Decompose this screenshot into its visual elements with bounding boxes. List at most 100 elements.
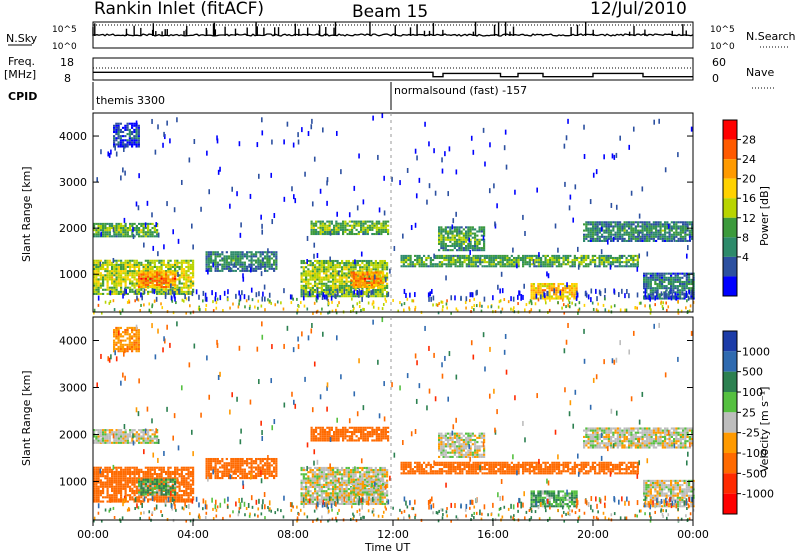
power-cell	[361, 295, 364, 298]
power-speckle	[367, 301, 370, 305]
power-cell	[305, 284, 308, 287]
power-cell	[589, 227, 592, 230]
power-cell	[246, 255, 249, 258]
power-cell	[650, 237, 653, 240]
power-speckle	[546, 271, 548, 277]
power-cell	[95, 233, 98, 236]
power-cell	[679, 285, 682, 288]
power-cell	[526, 261, 529, 264]
power-cell	[490, 254, 493, 257]
power-cell	[648, 227, 651, 230]
power-cell	[115, 229, 118, 232]
power-speckle	[624, 293, 626, 299]
power-cell	[375, 226, 378, 229]
power-speckle	[114, 145, 116, 151]
power-cell	[460, 249, 463, 252]
power-cell	[661, 297, 664, 300]
velocity-cell	[97, 496, 100, 499]
power-cell	[171, 279, 174, 282]
power-speckle	[680, 309, 683, 313]
velocity-cell	[108, 429, 111, 432]
power-cell	[366, 220, 369, 223]
power-cell	[95, 292, 98, 295]
power-cell	[102, 235, 105, 238]
power-cell	[603, 231, 606, 234]
power-cell	[594, 261, 597, 264]
power-cell	[93, 284, 96, 287]
power-cell	[178, 286, 181, 289]
power-cell	[681, 282, 684, 286]
power-cell	[458, 236, 461, 239]
power-speckle	[596, 296, 598, 302]
power-speckle	[212, 300, 214, 304]
velocity-cell	[106, 429, 109, 432]
power-cell	[237, 267, 240, 270]
power-cell	[147, 292, 150, 295]
power-cell	[386, 266, 389, 269]
power-cell	[378, 220, 381, 223]
power-cell	[654, 272, 657, 275]
nsky-top-tick: 10^5	[52, 25, 77, 35]
power-cell	[316, 284, 319, 287]
power-cell	[488, 254, 491, 257]
power-cell	[102, 282, 105, 285]
power-cell	[531, 259, 534, 262]
power-cell	[592, 239, 595, 242]
power-cell	[187, 278, 190, 281]
power-speckle	[503, 145, 506, 151]
power-cell	[476, 234, 479, 237]
power-speckle	[517, 294, 519, 300]
power-cell	[185, 280, 188, 283]
power-cell	[488, 256, 491, 260]
power-cell	[334, 284, 337, 287]
power-speckle	[559, 290, 562, 296]
velocity-cell	[124, 485, 127, 488]
power-cell	[160, 263, 163, 266]
power-cell	[585, 256, 588, 260]
power-cell	[483, 256, 486, 260]
power-cell	[377, 288, 380, 292]
power-cell	[102, 227, 105, 230]
power-cell	[192, 272, 195, 275]
power-cell	[666, 231, 669, 234]
power-cell	[585, 265, 588, 268]
power-cell	[120, 261, 123, 264]
power-speckle	[163, 244, 165, 250]
power-cell	[95, 235, 98, 238]
power-cell	[679, 235, 682, 238]
power-cell	[537, 291, 540, 294]
velocity-cell	[147, 485, 150, 488]
power-cell	[165, 277, 168, 280]
power-cell	[370, 275, 373, 278]
power-cell	[684, 235, 687, 238]
power-cell	[637, 235, 640, 238]
power-cell	[124, 282, 127, 285]
power-cell	[451, 238, 454, 241]
velocity-cell	[97, 437, 100, 440]
power-cell	[350, 283, 353, 286]
power-cell	[323, 259, 326, 263]
power-cell	[677, 237, 680, 240]
power-cell	[336, 280, 339, 283]
power-speckle	[625, 308, 628, 312]
power-speckle	[688, 289, 691, 295]
power-speckle	[665, 290, 667, 296]
velocity-cell	[124, 489, 127, 493]
velocity-cell	[106, 479, 109, 482]
power-speckle	[628, 293, 630, 299]
power-speckle	[661, 304, 664, 308]
velocity-cell	[151, 439, 154, 442]
power-cell	[492, 263, 495, 266]
power-speckle	[424, 121, 426, 127]
power-cell	[234, 257, 237, 260]
power-cell	[474, 234, 477, 237]
power-cell	[402, 259, 405, 262]
power-cell	[598, 265, 601, 268]
power-cell	[325, 282, 328, 285]
power-cell	[610, 229, 613, 232]
power-cell	[108, 229, 111, 232]
power-cell	[113, 268, 116, 271]
velocity-cell	[97, 479, 100, 482]
power-speckle	[665, 293, 668, 299]
power-cell	[266, 255, 269, 258]
